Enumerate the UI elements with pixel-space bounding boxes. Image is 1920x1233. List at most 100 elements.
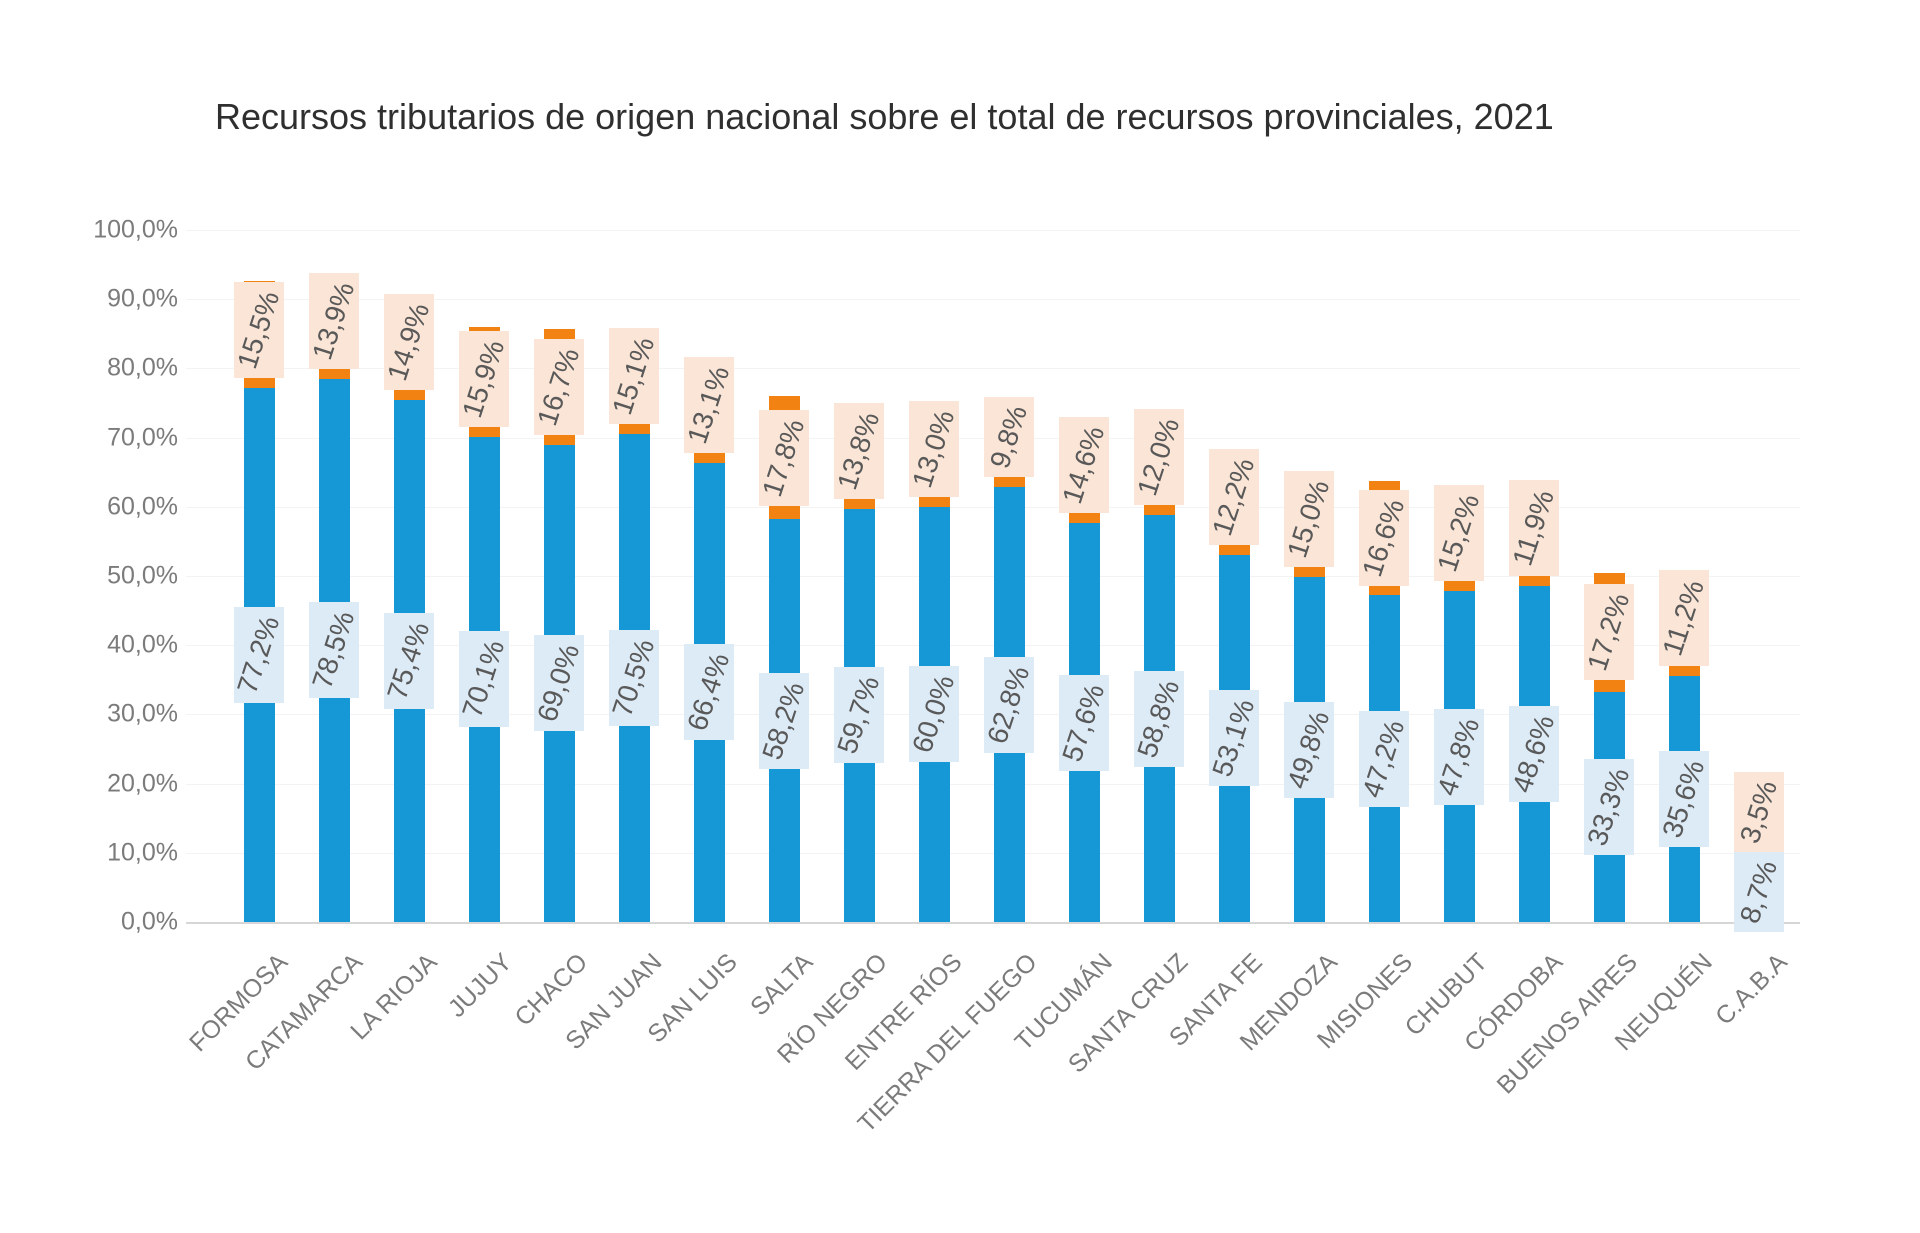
label-salta-secondary: 17,8% <box>756 409 811 506</box>
label-entre-r-os-national-value: 60,0% <box>906 671 961 757</box>
label-c-a-b-a-secondary-value: 3,5% <box>1733 776 1784 847</box>
label-jujuy-national-value: 70,1% <box>456 636 511 722</box>
label-c-a-b-a-national: 8,7% <box>1733 851 1784 932</box>
label-buenos-aires-secondary-value: 17,2% <box>1581 589 1636 675</box>
label-santa-cruz-secondary-value: 12,0% <box>1131 414 1186 500</box>
label-misiones-national: 47,2% <box>1356 710 1411 807</box>
label-tucum-n-national-value: 57,6% <box>1056 679 1111 766</box>
label-buenos-aires-secondary: 17,2% <box>1581 584 1636 681</box>
x-label-salta: SALTA <box>744 948 818 1022</box>
label-la-rioja-secondary: 14,9% <box>381 294 436 391</box>
label-r-o-negro-national-value: 59,7% <box>831 672 886 758</box>
label-misiones-national-value: 47,2% <box>1356 715 1411 802</box>
gridline-100 <box>186 230 1800 231</box>
y-tick-label-10: 10,0% <box>107 838 178 867</box>
gridline-60 <box>186 506 1800 508</box>
label-san-luis-secondary: 13,1% <box>681 356 736 453</box>
y-tick-label-60: 60,0% <box>107 492 178 521</box>
gridline-40 <box>186 645 1800 647</box>
label-c-rdoba-national-value: 48,6% <box>1506 711 1561 797</box>
label-tierra-del-fuego-secondary-value: 9,8% <box>983 402 1034 473</box>
y-tick-label-0: 0,0% <box>121 907 178 936</box>
gridline-80 <box>186 368 1800 370</box>
label-chaco-national-value: 69,0% <box>531 640 586 726</box>
label-c-rdoba-secondary: 11,9% <box>1506 479 1561 576</box>
gridline-50 <box>186 576 1800 577</box>
label-san-juan-secondary: 15,1% <box>606 328 661 425</box>
label-santa-fe-secondary: 12,2% <box>1206 448 1261 545</box>
y-tick-label-50: 50,0% <box>107 561 178 590</box>
label-misiones-secondary: 16,6% <box>1356 489 1411 586</box>
label-salta-secondary-value: 17,8% <box>756 414 811 501</box>
label-santa-fe-national-value: 53,1% <box>1206 695 1261 781</box>
label-chubut-secondary-value: 15,2% <box>1431 490 1486 576</box>
chart-title: Recursos tributarios de origen nacional … <box>215 96 1554 137</box>
label-chubut-national-value: 47,8% <box>1431 713 1486 800</box>
y-tick-label-20: 20,0% <box>107 769 178 798</box>
label-chaco-secondary: 16,7% <box>531 338 586 435</box>
label-entre-r-os-secondary-value: 13,0% <box>906 406 961 492</box>
label-neuqu-n-national-value: 35,6% <box>1656 756 1711 842</box>
label-buenos-aires-national: 33,3% <box>1581 758 1636 855</box>
label-formosa-national: 77,2% <box>231 606 286 703</box>
label-chubut-national: 47,8% <box>1431 708 1486 805</box>
label-r-o-negro-secondary-value: 13,8% <box>831 408 886 494</box>
label-tucum-n-secondary: 14,6% <box>1056 417 1111 514</box>
y-tick-label-70: 70,0% <box>107 423 178 452</box>
y-tick-label-80: 80,0% <box>107 353 178 382</box>
y-tick-label-40: 40,0% <box>107 630 178 659</box>
label-tucum-n-secondary-value: 14,6% <box>1056 422 1111 508</box>
label-r-o-negro-secondary: 13,8% <box>831 402 886 499</box>
label-mendoza-national: 49,8% <box>1281 701 1336 798</box>
label-catamarca-national: 78,5% <box>306 602 361 699</box>
label-catamarca-secondary: 13,9% <box>306 272 361 369</box>
label-salta-national: 58,2% <box>756 672 811 769</box>
label-jujuy-national: 70,1% <box>456 631 511 728</box>
label-c-rdoba-secondary-value: 11,9% <box>1506 485 1561 570</box>
label-r-o-negro-national: 59,7% <box>831 667 886 764</box>
label-catamarca-secondary-value: 13,9% <box>306 278 361 364</box>
label-mendoza-national-value: 49,8% <box>1281 706 1336 793</box>
x-label-jujuy: JUJUY <box>442 948 518 1023</box>
label-chaco-national: 69,0% <box>531 635 586 732</box>
x-label-c-a-b-a: C.A.B.A <box>1710 948 1793 1031</box>
label-santa-fe-national: 53,1% <box>1206 690 1261 787</box>
y-tick-label-100: 100,0% <box>93 215 178 244</box>
gridline-20 <box>186 783 1800 785</box>
label-santa-cruz-national: 58,8% <box>1132 670 1186 767</box>
label-misiones-secondary-value: 16,6% <box>1356 495 1411 581</box>
x-axis-line <box>186 922 1800 924</box>
label-san-juan-national-value: 70,5% <box>606 635 661 721</box>
label-san-luis-national-value: 66,4% <box>681 649 736 735</box>
label-chubut-secondary: 15,2% <box>1431 485 1486 582</box>
label-san-luis-secondary-value: 13,1% <box>681 361 736 447</box>
y-tick-label-90: 90,0% <box>107 284 178 313</box>
gridline-10 <box>186 852 1800 854</box>
label-tierra-del-fuego-national: 62,8% <box>981 656 1036 753</box>
label-catamarca-national-value: 78,5% <box>306 607 361 693</box>
label-chaco-secondary-value: 16,7% <box>531 344 586 430</box>
label-buenos-aires-national-value: 33,3% <box>1581 764 1636 850</box>
label-tierra-del-fuego-national-value: 62,8% <box>981 661 1036 748</box>
label-mendoza-secondary-value: 15,0% <box>1281 476 1336 562</box>
label-formosa-secondary-value: 15,5% <box>231 287 286 373</box>
gridline-90 <box>186 299 1800 301</box>
label-san-luis-national: 66,4% <box>681 644 736 741</box>
label-salta-national-value: 58,2% <box>756 677 811 764</box>
label-c-a-b-a-national-value: 8,7% <box>1733 856 1784 927</box>
label-la-rioja-national-value: 75,4% <box>381 618 436 704</box>
label-tierra-del-fuego-secondary: 9,8% <box>983 397 1034 478</box>
label-entre-r-os-national: 60,0% <box>906 666 961 763</box>
label-san-juan-national: 70,5% <box>606 630 661 727</box>
label-la-rioja-secondary-value: 14,9% <box>381 299 436 385</box>
label-mendoza-secondary: 15,0% <box>1281 471 1336 568</box>
label-santa-cruz-secondary: 12,0% <box>1131 409 1186 506</box>
label-formosa-national-value: 77,2% <box>231 612 286 698</box>
label-santa-fe-secondary-value: 12,2% <box>1206 453 1261 539</box>
label-jujuy-secondary: 15,9% <box>457 330 511 427</box>
label-san-juan-secondary-value: 15,1% <box>606 333 661 419</box>
label-entre-r-os-secondary: 13,0% <box>906 400 961 497</box>
label-c-rdoba-national: 48,6% <box>1506 705 1561 802</box>
label-c-a-b-a-secondary: 3,5% <box>1733 771 1784 852</box>
